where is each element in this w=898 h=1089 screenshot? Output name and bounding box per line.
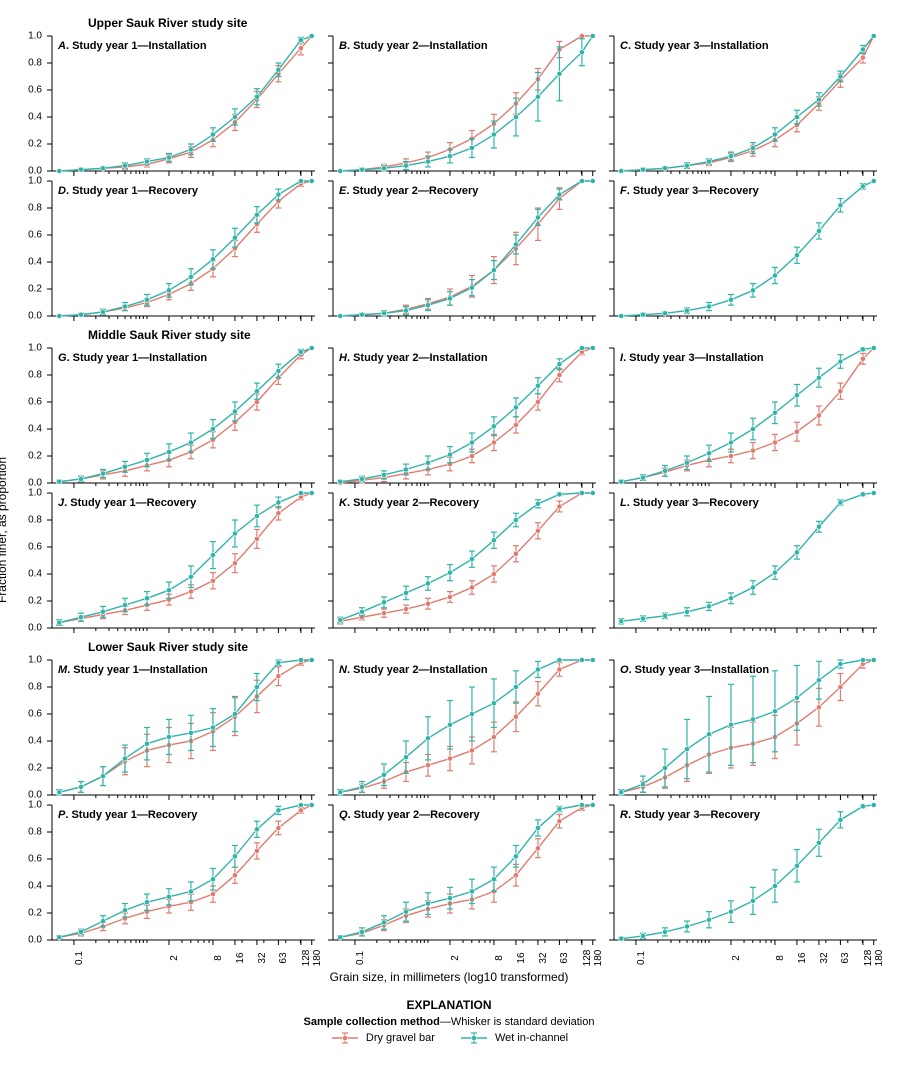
ytick-label: 0.0 bbox=[28, 623, 42, 634]
ytick-label: 0.0 bbox=[28, 311, 42, 322]
legend-item-wet: Wet in-channel bbox=[459, 1032, 568, 1044]
xtick-label: 8 bbox=[494, 955, 505, 961]
panel-grid: Upper Sauk River study site0.00.20.40.60… bbox=[10, 16, 888, 946]
ytick-label: 0.6 bbox=[28, 397, 42, 408]
panel-E: E. Study year 2—Recovery bbox=[325, 177, 600, 322]
panel-P: 0.00.20.40.60.81.00.128163263128180P. St… bbox=[44, 801, 319, 946]
xtick-label: 16 bbox=[797, 952, 808, 963]
legend-item-dry: Dry gravel bar bbox=[330, 1032, 435, 1044]
xtick-label: 180 bbox=[593, 950, 604, 967]
ytick-label: 0.2 bbox=[28, 451, 42, 462]
ytick-label: 0.8 bbox=[28, 827, 42, 838]
ytick-label: 1.0 bbox=[28, 488, 42, 499]
xtick-label: 63 bbox=[559, 952, 570, 963]
xtick-label: 2 bbox=[169, 955, 180, 961]
panel-F: F. Study year 3—Recovery bbox=[606, 177, 881, 322]
ytick-label: 0.2 bbox=[28, 763, 42, 774]
ytick-label: 0.4 bbox=[28, 881, 42, 892]
xtick-label: 8 bbox=[213, 955, 224, 961]
panel-D: 0.00.20.40.60.81.0D. Study year 1—Recove… bbox=[44, 177, 319, 322]
xtick-label: 0.1 bbox=[355, 951, 366, 965]
panel-L: L. Study year 3—Recovery bbox=[606, 489, 881, 634]
panel-N: N. Study year 2—Installation bbox=[325, 656, 600, 801]
xtick-label: 2 bbox=[450, 955, 461, 961]
figure: Fraction finer, as proportion Upper Sauk… bbox=[10, 16, 888, 1044]
ytick-label: 0.8 bbox=[28, 370, 42, 381]
panel-row: 0.00.20.40.60.81.0J. Study year 1—Recove… bbox=[44, 489, 888, 634]
ytick-label: 0.4 bbox=[28, 112, 42, 123]
panel-G: 0.00.20.40.60.81.0G. Study year 1—Instal… bbox=[44, 344, 319, 489]
panel-I: I. Study year 3—Installation bbox=[606, 344, 881, 489]
panel-Q: 0.128163263128180Q. Study year 2—Recover… bbox=[325, 801, 600, 946]
xtick-label: 32 bbox=[538, 952, 549, 963]
ytick-label: 0.0 bbox=[28, 935, 42, 946]
ytick-label: 0.2 bbox=[28, 908, 42, 919]
panel-R: 0.128163263128180R. Study year 3—Recover… bbox=[606, 801, 881, 946]
ytick-label: 0.8 bbox=[28, 203, 42, 214]
legend-title: EXPLANATION bbox=[10, 998, 888, 1012]
ytick-label: 0.6 bbox=[28, 854, 42, 865]
ytick-label: 0.8 bbox=[28, 58, 42, 69]
panel-row: 0.00.20.40.60.81.0G. Study year 1—Instal… bbox=[44, 344, 888, 489]
ytick-label: 0.4 bbox=[28, 424, 42, 435]
section-title: Middle Sauk River study site bbox=[44, 328, 888, 342]
xtick-label: 128 bbox=[301, 950, 312, 967]
panel-J: 0.00.20.40.60.81.0J. Study year 1—Recove… bbox=[44, 489, 319, 634]
panel-O: O. Study year 3—Installation bbox=[606, 656, 881, 801]
ytick-label: 0.4 bbox=[28, 736, 42, 747]
panel-row: 0.00.20.40.60.81.0M. Study year 1—Instal… bbox=[44, 656, 888, 801]
panel-M: 0.00.20.40.60.81.0M. Study year 1—Instal… bbox=[44, 656, 319, 801]
ytick-label: 0.4 bbox=[28, 257, 42, 268]
xtick-label: 63 bbox=[840, 952, 851, 963]
xtick-label: 0.1 bbox=[74, 951, 85, 965]
xtick-label: 180 bbox=[312, 950, 323, 967]
ytick-label: 0.6 bbox=[28, 542, 42, 553]
panel-H: H. Study year 2—Installation bbox=[325, 344, 600, 489]
xtick-label: 32 bbox=[257, 952, 268, 963]
ytick-label: 1.0 bbox=[28, 176, 42, 187]
xtick-label: 0.1 bbox=[636, 951, 647, 965]
ytick-label: 1.0 bbox=[28, 800, 42, 811]
section-title: Lower Sauk River study site bbox=[44, 640, 888, 654]
xtick-label: 180 bbox=[874, 950, 885, 967]
ytick-label: 0.2 bbox=[28, 596, 42, 607]
xtick-label: 63 bbox=[278, 952, 289, 963]
xtick-label: 128 bbox=[863, 950, 874, 967]
xtick-label: 128 bbox=[582, 950, 593, 967]
panel-A: 0.00.20.40.60.81.0A. Study year 1—Instal… bbox=[44, 32, 319, 177]
xtick-label: 2 bbox=[731, 955, 742, 961]
ytick-label: 1.0 bbox=[28, 343, 42, 354]
panel-row: 0.00.20.40.60.81.0D. Study year 1—Recove… bbox=[44, 177, 888, 322]
panel-row: 0.00.20.40.60.81.0A. Study year 1—Instal… bbox=[44, 32, 888, 177]
ytick-label: 0.6 bbox=[28, 230, 42, 241]
y-axis-label: Fraction finer, as proportion bbox=[0, 457, 9, 603]
panel-B: B. Study year 2—Installation bbox=[325, 32, 600, 177]
xtick-label: 16 bbox=[516, 952, 527, 963]
panel-C: C. Study year 3—Installation bbox=[606, 32, 881, 177]
panel-K: K. Study year 2—Recovery bbox=[325, 489, 600, 634]
ytick-label: 0.8 bbox=[28, 682, 42, 693]
x-axis-label: Grain size, in millimeters (log10 transf… bbox=[10, 970, 888, 984]
legend: EXPLANATION Sample collection method—Whi… bbox=[10, 998, 888, 1044]
ytick-label: 0.8 bbox=[28, 515, 42, 526]
ytick-label: 0.2 bbox=[28, 139, 42, 150]
ytick-label: 0.6 bbox=[28, 709, 42, 720]
ytick-label: 1.0 bbox=[28, 31, 42, 42]
ytick-label: 0.6 bbox=[28, 85, 42, 96]
section-title: Upper Sauk River study site bbox=[44, 16, 888, 30]
legend-items: Dry gravel bar Wet in-channel bbox=[10, 1032, 888, 1044]
ytick-label: 0.4 bbox=[28, 569, 42, 580]
panel-row: 0.00.20.40.60.81.00.128163263128180P. St… bbox=[44, 801, 888, 946]
xtick-label: 8 bbox=[775, 955, 786, 961]
xtick-label: 16 bbox=[235, 952, 246, 963]
ytick-label: 0.2 bbox=[28, 284, 42, 295]
xtick-label: 32 bbox=[819, 952, 830, 963]
legend-subtitle: Sample collection method—Whisker is stan… bbox=[10, 1016, 888, 1028]
ytick-label: 1.0 bbox=[28, 655, 42, 666]
